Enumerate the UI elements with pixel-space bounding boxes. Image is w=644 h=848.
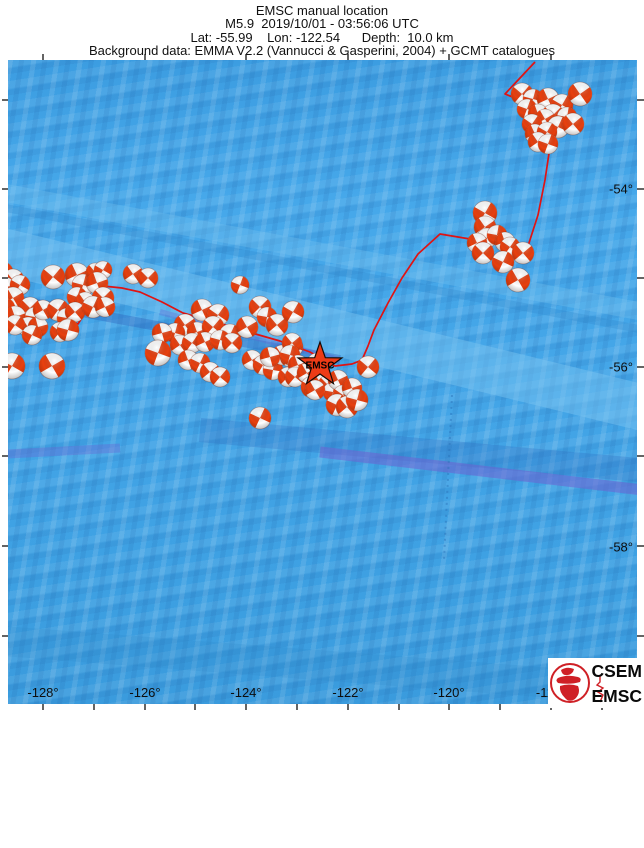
csem-emsc-logo: CSEM EMSC bbox=[548, 658, 644, 708]
bathymetry-map bbox=[8, 60, 637, 704]
header-title: EMSC manual location bbox=[255, 3, 389, 18]
legend-panel: Depth D <= 40 km 40 < D <= 80 km 80 < D … bbox=[0, 710, 644, 848]
header-coordinates: Lat: -55.99 Lon: -122.54 Depth: 10.0 km bbox=[190, 29, 454, 45]
logo-text-emsc: EMSC bbox=[591, 686, 642, 706]
map-header: EMSC manual location M5.9 2019/10/01 - 0… bbox=[0, 4, 644, 58]
logo-seismogram-icon bbox=[595, 676, 605, 703]
header-background-data: Background data: EMMA V2.2 (Vannucci & G… bbox=[89, 43, 555, 59]
header-magnitude-time: M5.9 2019/10/01 - 03:56:06 UTC bbox=[225, 16, 419, 32]
logo-text-csem: CSEM bbox=[591, 661, 642, 681]
